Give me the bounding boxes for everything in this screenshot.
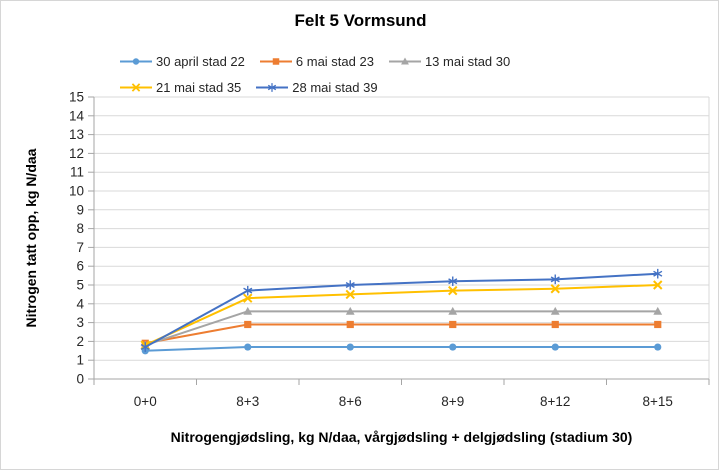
series-markers-5 [140,268,663,352]
square-marker [272,58,280,65]
chart-title: Felt 5 Vormsund [294,11,427,30]
legend-item-2: 6 mai stad 23 [259,53,374,70]
circle-marker [551,343,559,351]
y-tick-label: 8 [76,221,84,236]
x-category-label: 8+9 [441,394,464,409]
y-tick-label: 3 [76,315,84,330]
series-line-2 [145,323,658,345]
asterisk-marker [243,285,253,296]
x-marker [131,83,141,92]
y-tick-label: 1 [76,353,84,368]
x-marker [653,280,663,290]
y-tick-label: 9 [76,202,84,217]
chart-legend: 30 april stad 22 6 mai stad 23 13 mai stad… [119,53,611,96]
asterisk-marker [268,83,277,92]
y-tick-label: 13 [69,127,84,142]
x-marker [550,284,560,294]
x-category-label: 0+0 [134,394,157,409]
x-marker [345,289,355,300]
legend-item-3: 13 mai stad 30 [388,53,510,70]
series-markers-3 [140,306,663,349]
asterisk-marker [345,280,355,290]
x-marker [448,285,458,296]
asterisk-marker [448,276,458,287]
series-line-3 [144,310,658,347]
series-line-5 [144,272,658,348]
x-category-label: 8+15 [643,394,673,409]
y-tick-label: 12 [69,146,84,161]
legend-item-4: 21 mai stad 35 [119,79,241,96]
legend-item-label: 6 mai stad 23 [295,54,374,69]
legend-item-label: 28 mai stad 39 [292,80,378,95]
legend-item-label: 30 april stad 22 [156,54,245,69]
circle-marker [244,343,252,351]
series-markers-4 [140,280,663,350]
asterisk-marker [140,342,150,352]
series-line-4 [144,284,658,347]
y-tick-label: 11 [70,165,84,180]
triangle-marker [345,306,355,315]
circle-marker [654,343,662,351]
triangle-marker [653,306,663,315]
x-marker [243,293,253,303]
square-marker [346,320,354,329]
asterisk-marker [653,268,663,279]
y-tick-label: 0 [76,372,84,387]
triangle-marker [243,306,253,315]
circle-marker-icon [120,58,152,65]
x-category-label: 8+6 [339,394,362,409]
triangle-marker [448,306,458,315]
y-tick-label: 7 [76,240,84,255]
square-marker [551,320,559,329]
y-tick-label: 6 [76,259,84,274]
circle-marker [449,343,457,351]
square-marker [654,320,662,329]
y-tick-label: 2 [76,334,84,349]
circle-marker [132,58,140,65]
triangle-marker-icon [388,57,421,65]
legend-item-5: 28 mai stad 39 [255,79,378,96]
y-tick-label: 15 [69,90,84,105]
y-tick-label: 4 [76,296,84,311]
y-tick-label: 5 [76,278,84,293]
asterisk-marker-icon [256,83,289,92]
circle-marker [346,343,354,351]
asterisk-marker [550,274,560,285]
series-line-1 [145,346,658,352]
x-category-label: 8+12 [540,394,570,409]
triangle-marker [400,57,409,65]
y-tick-label: 10 [69,184,84,199]
legend-item-label: 13 mai stad 30 [424,54,511,69]
square-marker [449,320,457,329]
x-marker-icon [120,83,152,92]
square-marker-icon [259,58,292,65]
legend-item-label: 21 mai stad 35 [156,80,242,95]
y-tick-label: 14 [69,108,85,123]
x-axis-title: Nitrogengjødsling, kg N/daa, vårgjødslin… [170,429,633,445]
x-category-label: 8+3 [236,394,259,409]
triangle-marker [550,306,560,315]
legend-item-1: 30 april stad 22 [119,53,245,70]
square-marker [244,320,252,329]
